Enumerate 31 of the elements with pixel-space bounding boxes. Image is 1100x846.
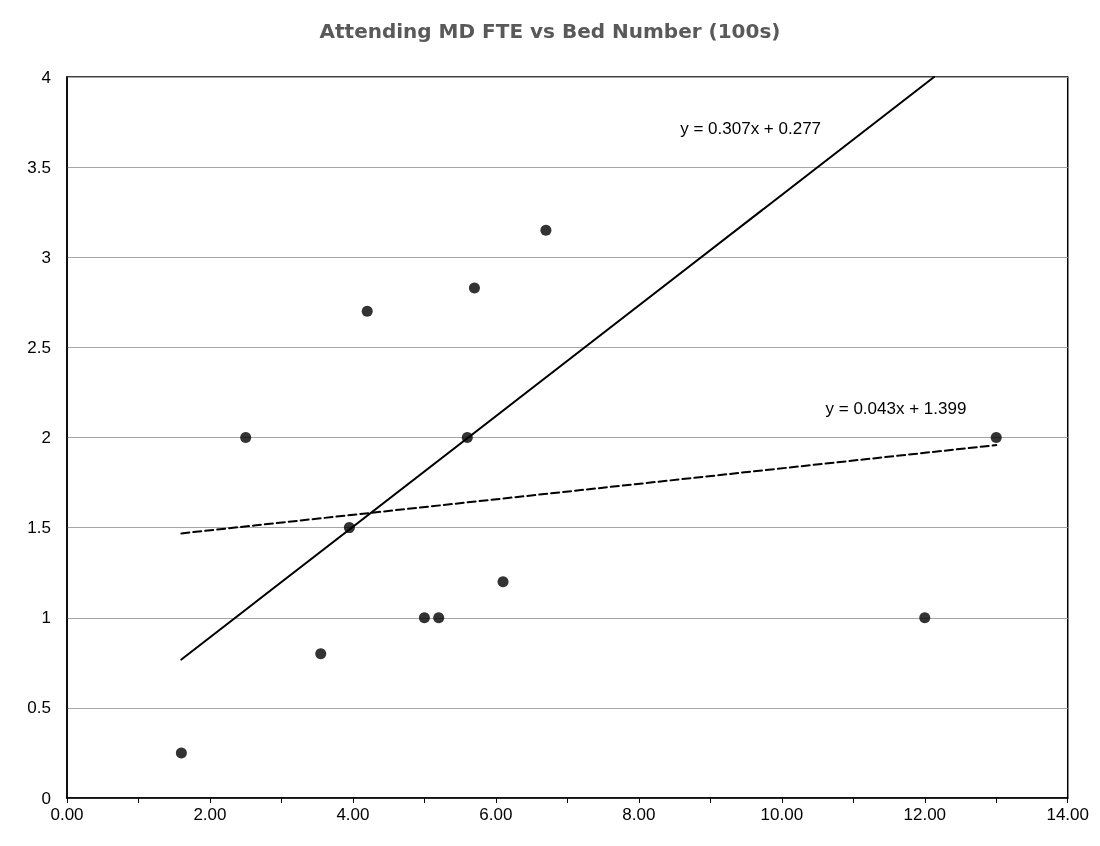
point bbox=[540, 224, 552, 236]
x-tick-label: 6.00 bbox=[479, 805, 513, 824]
point bbox=[497, 576, 509, 588]
point bbox=[990, 432, 1002, 443]
point bbox=[240, 432, 252, 443]
point bbox=[919, 612, 931, 624]
annotation: y = 0.307x + 0.277 bbox=[680, 119, 822, 139]
chart-title: Attending MD FTE vs Bed Number (100s) bbox=[319, 19, 781, 43]
x-tick-label: 2.00 bbox=[193, 805, 227, 824]
x-tick-label: 10.00 bbox=[760, 805, 804, 824]
y-tick-label: 3 bbox=[41, 247, 51, 267]
x-tick-label: 8.00 bbox=[622, 805, 656, 824]
x-tick-label: 0.00 bbox=[50, 805, 84, 824]
y-tick-label: 2 bbox=[41, 428, 51, 447]
y-tick-label: 2.5 bbox=[27, 337, 51, 357]
point bbox=[315, 648, 327, 660]
y-tick-label: 1.5 bbox=[27, 518, 51, 538]
y-tick-label: 0.5 bbox=[27, 698, 51, 718]
y-tick-label: 3.5 bbox=[27, 157, 51, 177]
y-tick-label: 1 bbox=[41, 608, 51, 628]
x-tick-label: 12.00 bbox=[903, 805, 947, 824]
point bbox=[361, 305, 373, 317]
point bbox=[418, 612, 430, 624]
point bbox=[433, 612, 445, 624]
point bbox=[175, 747, 187, 759]
point bbox=[468, 282, 480, 294]
y-tick-label: 0 bbox=[41, 788, 51, 808]
x-tick-label: 14.00 bbox=[1046, 805, 1089, 824]
y-tick-label: 4 bbox=[41, 67, 51, 87]
x-tick-label: 4.00 bbox=[336, 805, 370, 824]
annotation: y = 0.043x + 1.399 bbox=[825, 399, 967, 419]
